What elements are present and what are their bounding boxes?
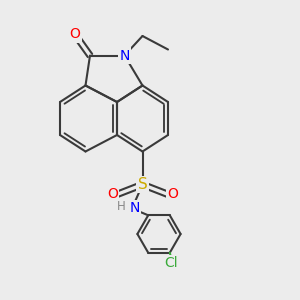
Text: H: H bbox=[117, 200, 126, 213]
Text: N: N bbox=[130, 202, 140, 215]
Text: N: N bbox=[119, 49, 130, 62]
Text: O: O bbox=[167, 187, 178, 200]
Text: O: O bbox=[70, 28, 80, 41]
Text: Cl: Cl bbox=[164, 256, 178, 270]
Text: S: S bbox=[138, 177, 147, 192]
Text: O: O bbox=[107, 187, 118, 200]
